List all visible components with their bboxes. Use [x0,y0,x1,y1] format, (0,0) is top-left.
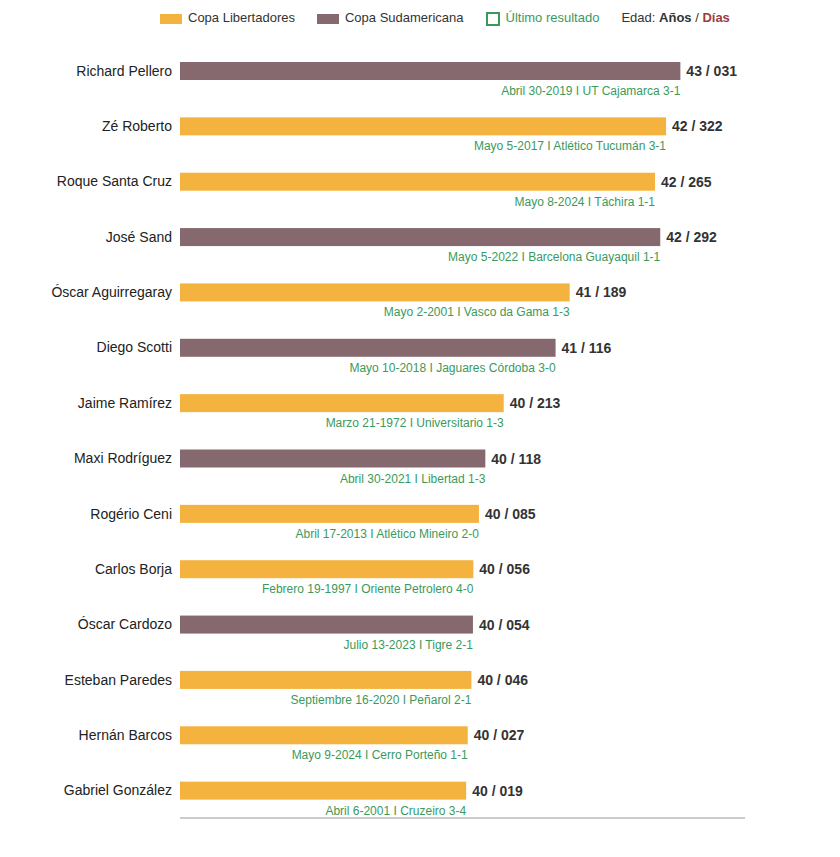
svg-text:Abril 6-2001 I Cruzeiro 3-4: Abril 6-2001 I Cruzeiro 3-4 [325,804,466,818]
svg-text:40 / 054: 40 / 054 [479,617,530,633]
svg-text:Abril 17-2013 I Atlético Minei: Abril 17-2013 I Atlético Mineiro 2-0 [296,527,480,541]
svg-text:Óscar Aguirregaray: Óscar Aguirregaray [51,284,172,300]
svg-text:Mayo 10-2018 I Jaguares Córdob: Mayo 10-2018 I Jaguares Córdoba 3-0 [349,361,555,375]
svg-text:Gabriel González: Gabriel González [64,782,172,798]
svg-text:Maxi Rodríguez: Maxi Rodríguez [74,450,172,466]
html-text:Copa Libertadores: Copa Libertadores [188,10,295,25]
svg-text:Diego Scotti: Diego Scotti [97,339,172,355]
svg-text:Roque Santa Cruz: Roque Santa Cruz [57,173,172,189]
svg-text:40 / 056: 40 / 056 [479,561,530,577]
svg-text:Hernán Barcos: Hernán Barcos [79,727,172,743]
svg-text:Carlos Borja: Carlos Borja [95,561,172,577]
svg-text:Mayo 5-2017 I Atlético Tucumán: Mayo 5-2017 I Atlético Tucumán 3-1 [474,139,666,153]
svg-text:42 / 265: 42 / 265 [661,174,712,190]
svg-text:40 / 085: 40 / 085 [485,506,536,522]
svg-text:Julio 13-2023 I Tigre 2-1: Julio 13-2023 I Tigre 2-1 [344,638,474,652]
svg-text:Abril 30-2021 I Libertad 1-3: Abril 30-2021 I Libertad 1-3 [340,472,486,486]
svg-text:Abril 30-2019 I UT Cajamarca 3: Abril 30-2019 I UT Cajamarca 3-1 [501,84,681,98]
svg-text:40 / 213: 40 / 213 [510,395,561,411]
svg-text:42 / 292: 42 / 292 [666,229,717,245]
svg-text:41 / 189: 41 / 189 [576,284,627,300]
svg-text:Mayo 8-2024 I Táchira 1-1: Mayo 8-2024 I Táchira 1-1 [514,195,655,209]
svg-text:Esteban Paredes: Esteban Paredes [65,672,172,688]
svg-text:40 / 118: 40 / 118 [491,451,541,467]
svg-text:Mayo 9-2024 I Cerro Porteño 1-: Mayo 9-2024 I Cerro Porteño 1-1 [292,748,468,762]
svg-text:José Sand: José Sand [106,229,172,245]
svg-text:41 / 116: 41 / 116 [562,340,612,356]
svg-text:Febrero 19-1997 I Oriente Petr: Febrero 19-1997 I Oriente Petrolero 4-0 [262,582,474,596]
html-text:Último resultado: Último resultado [505,10,600,25]
svg-text:Mayo 2-2001 I Vasco da Gama 1-: Mayo 2-2001 I Vasco da Gama 1-3 [384,305,570,319]
html-text:Copa Sudamericana: Copa Sudamericana [345,10,464,25]
svg-text:42 / 322: 42 / 322 [672,118,723,134]
svg-text:Richard Pellero: Richard Pellero [76,63,172,79]
svg-text:Rogério Ceni: Rogério Ceni [90,506,172,522]
svg-text:40 / 027: 40 / 027 [474,727,525,743]
svg-text:Marzo 21-1972 I Universitario: Marzo 21-1972 I Universitario 1-3 [326,416,504,430]
svg-text:Óscar Cardozo: Óscar Cardozo [78,616,172,632]
svg-text:40 / 019: 40 / 019 [472,783,523,799]
svg-text:43 / 031: 43 / 031 [686,63,737,79]
html-text:Edad: Años / Días: Edad: Años / Días [621,10,730,25]
svg-text:Zé Roberto: Zé Roberto [102,118,172,134]
svg-text:40 / 046: 40 / 046 [477,672,528,688]
svg-text:Mayo 5-2022 I Barcelona Guayaq: Mayo 5-2022 I Barcelona Guayaquil 1-1 [448,250,660,264]
svg-text:Jaime Ramírez: Jaime Ramírez [78,395,172,411]
svg-text:Septiembre 16-2020 I Peñarol 2: Septiembre 16-2020 I Peñarol 2-1 [291,693,472,707]
